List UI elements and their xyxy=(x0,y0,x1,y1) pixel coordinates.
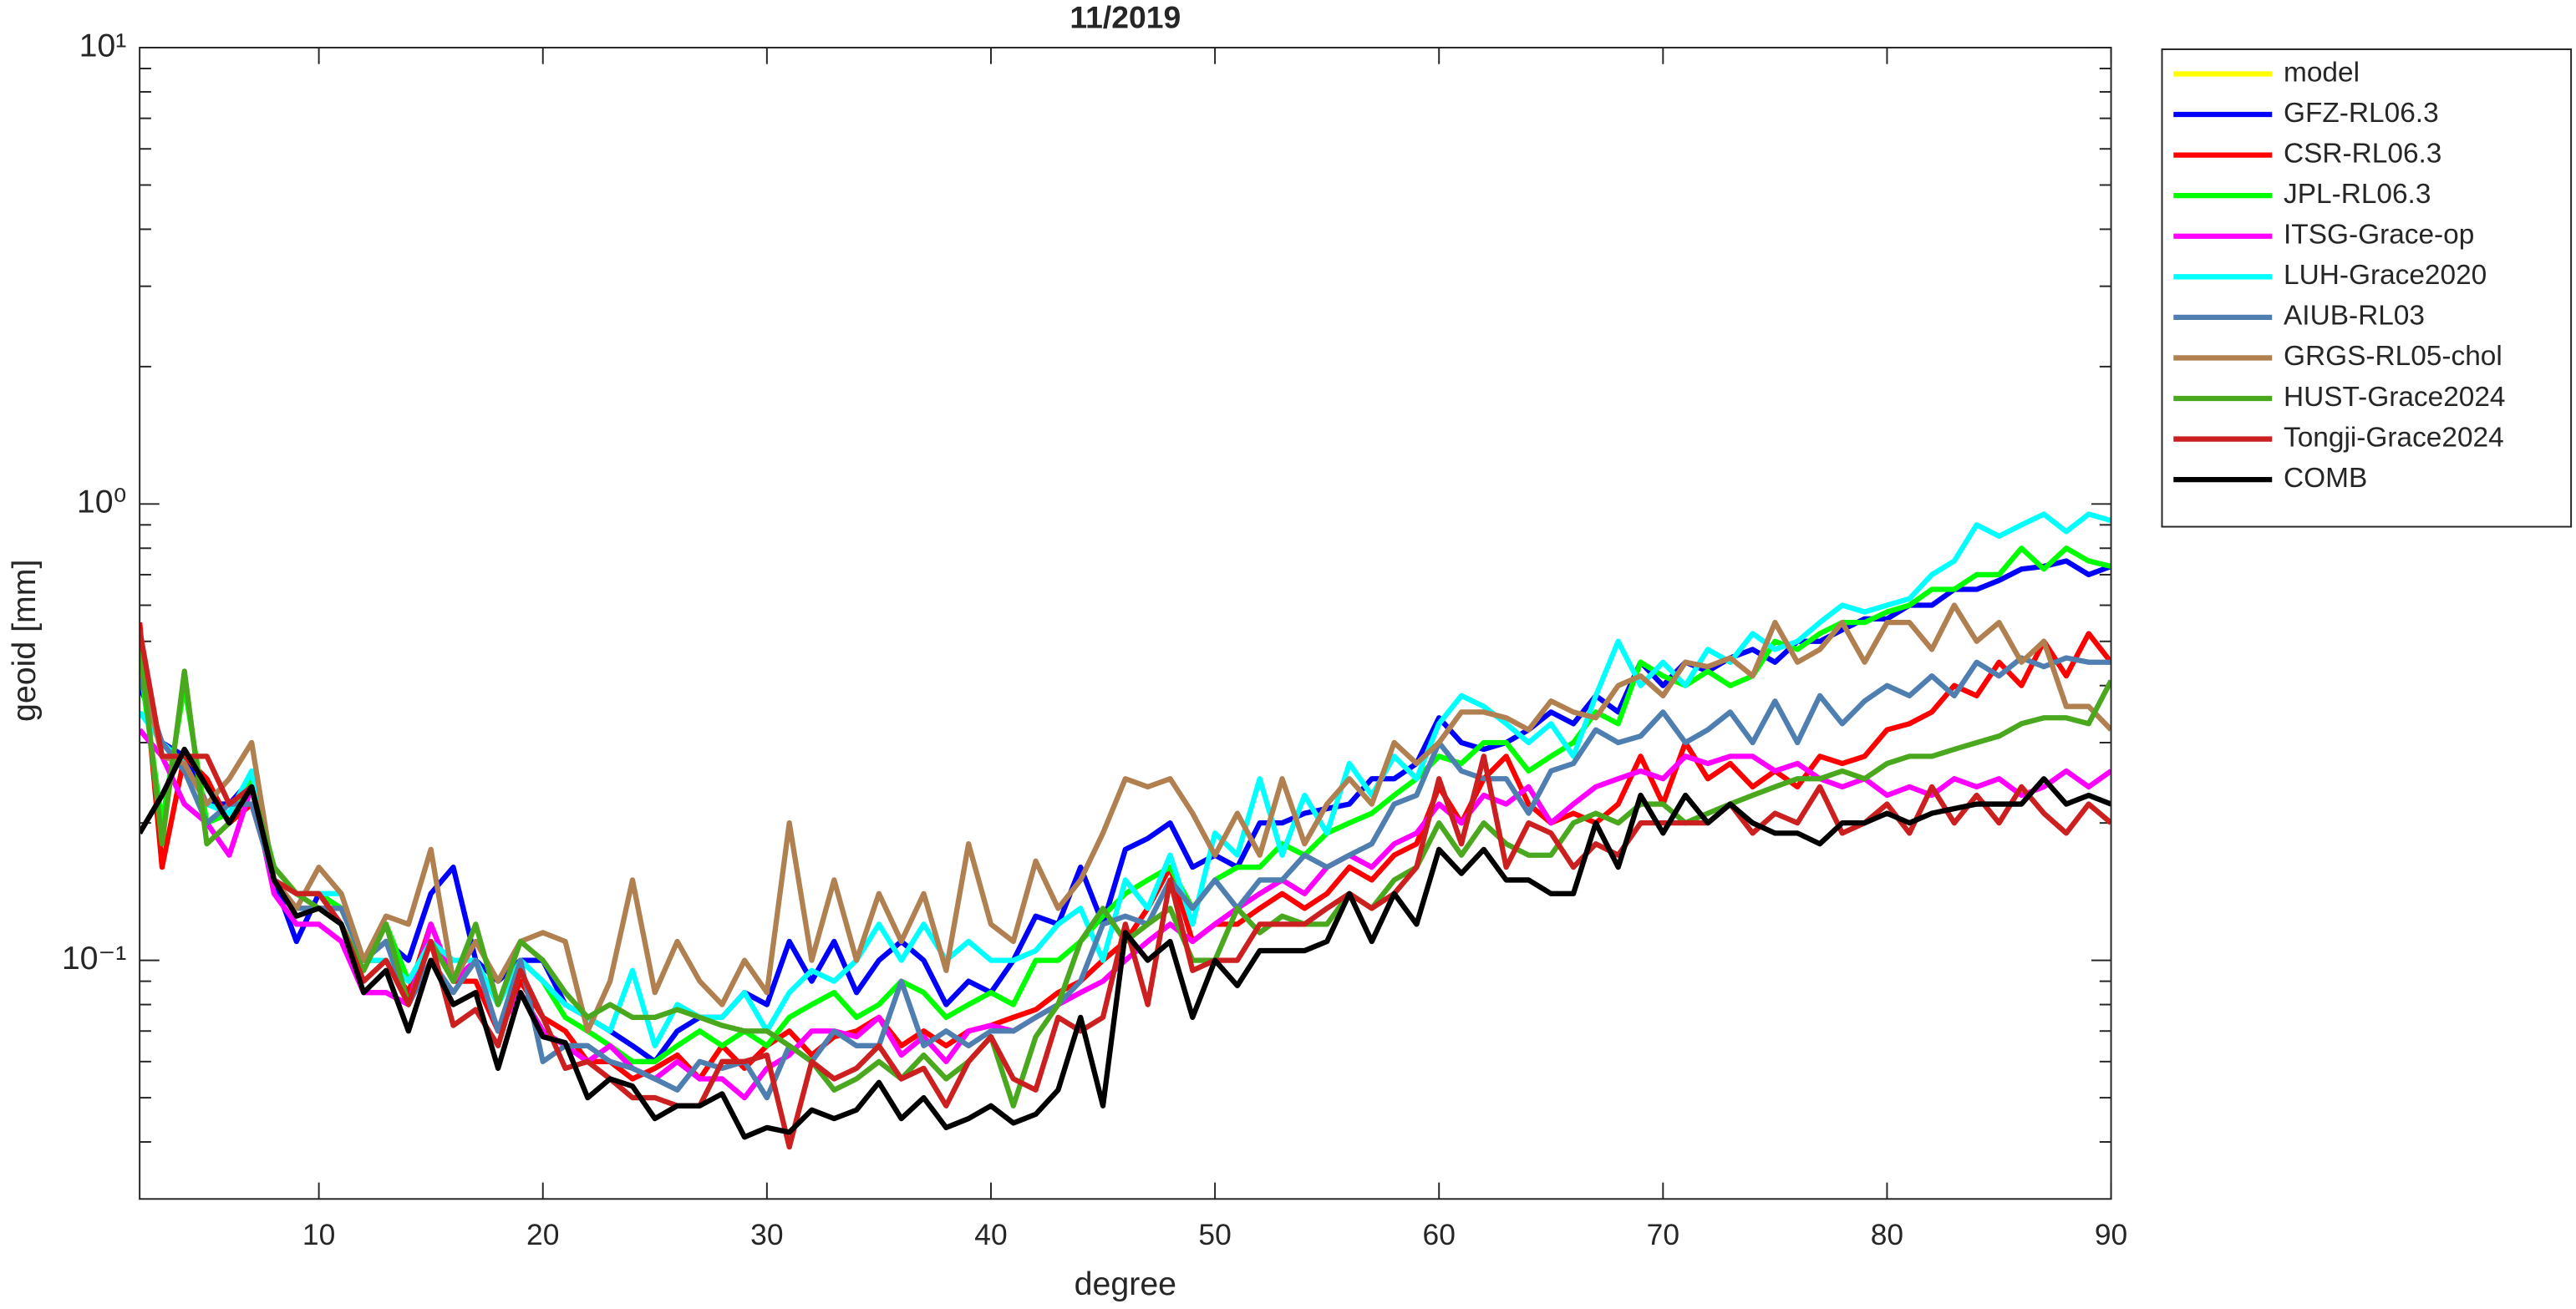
x-tick-label: 50 xyxy=(1198,1219,1231,1251)
x-axis-label: degree xyxy=(1075,1266,1176,1302)
legend-label: Tongji-Grace2024 xyxy=(2284,422,2504,453)
y-tick-label: 10⁻¹ xyxy=(62,940,127,977)
legend-label: model xyxy=(2284,57,2360,88)
series-line xyxy=(140,746,2111,1140)
series-line xyxy=(140,655,2111,1101)
x-tick-label: 10 xyxy=(302,1219,335,1251)
plot-frame xyxy=(139,47,2112,1200)
legend-box xyxy=(2161,48,2573,528)
x-tick-label: 20 xyxy=(526,1219,559,1251)
y-axis-label: geoid [mm] xyxy=(6,560,43,722)
x-tick-label: 30 xyxy=(750,1219,783,1251)
series-line xyxy=(140,558,2111,1064)
legend-label: ITSG-Grace-op xyxy=(2284,220,2474,251)
legend-label: HUST-Grace2024 xyxy=(2284,382,2506,413)
plot-lines xyxy=(140,511,2111,1150)
y-tick-label: 10¹ xyxy=(79,27,127,63)
legend-label: JPL-RL06.3 xyxy=(2284,179,2431,210)
chart-title: 11/2019 xyxy=(1070,0,1181,34)
legend-label: GFZ-RL06.3 xyxy=(2284,98,2439,129)
x-tick-label: 90 xyxy=(2095,1219,2127,1251)
x-tick-label: 60 xyxy=(1423,1219,1456,1251)
series-line xyxy=(140,602,2111,1034)
x-tick-label: 40 xyxy=(974,1219,1007,1251)
series-line xyxy=(140,511,2111,1048)
legend-label: LUH-Grace2020 xyxy=(2284,260,2487,291)
x-tick-label: 70 xyxy=(1647,1219,1679,1251)
legend-label: AIUB-RL03 xyxy=(2284,301,2425,332)
legend-label: CSR-RL06.3 xyxy=(2284,138,2441,169)
y-tick-label: 10⁰ xyxy=(77,484,127,520)
legend-label: COMB xyxy=(2284,463,2367,494)
x-tick-label: 80 xyxy=(1871,1219,1903,1251)
legend-label: GRGS-RL05-chol xyxy=(2284,341,2502,372)
series-line xyxy=(140,629,2111,1150)
